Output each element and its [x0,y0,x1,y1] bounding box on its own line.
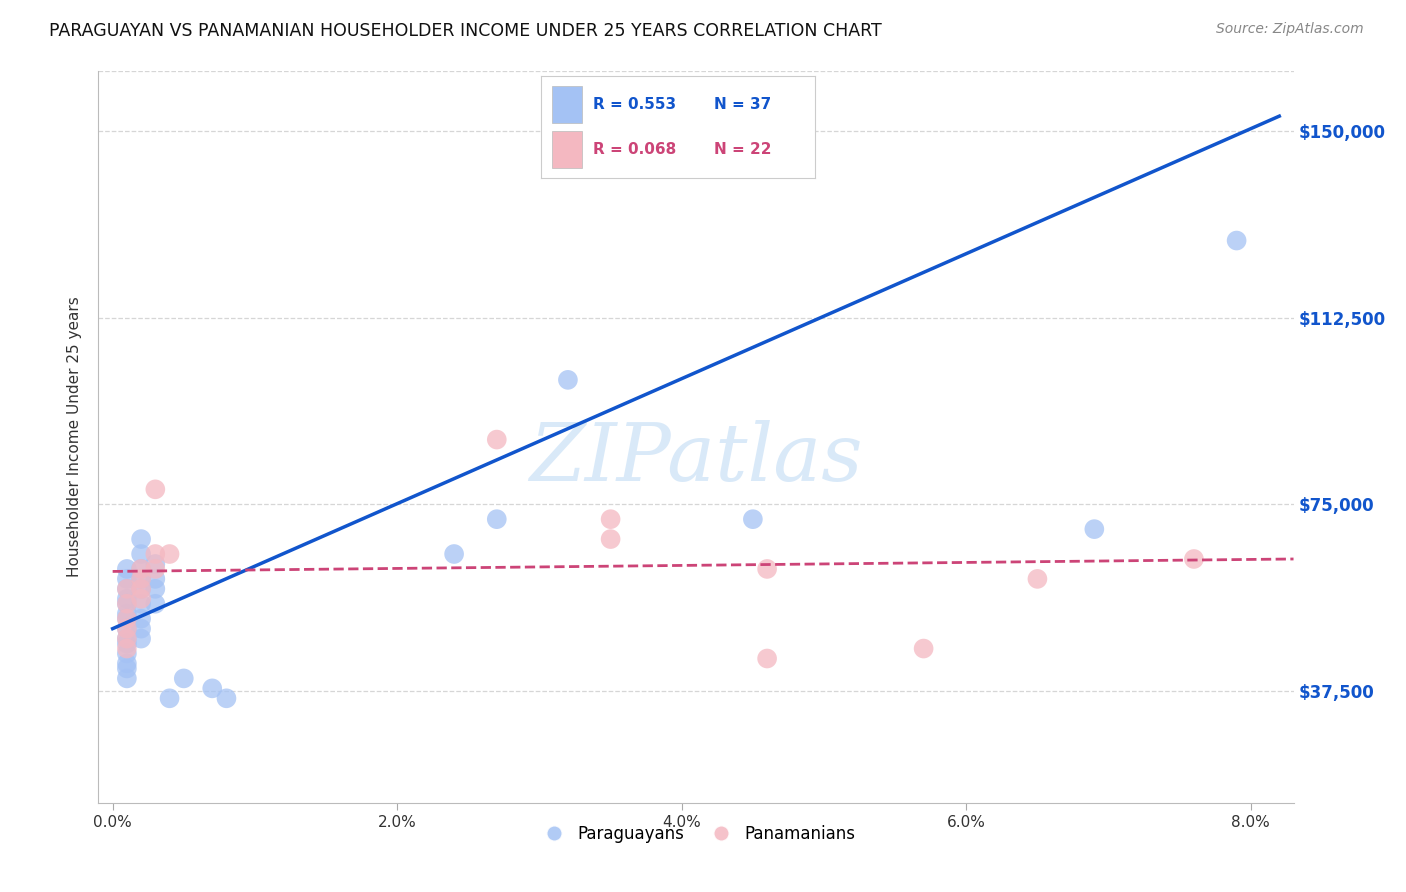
FancyBboxPatch shape [553,131,582,168]
Point [115,672,138,686]
Point [115,582,138,596]
Point [115,657,138,671]
Point [599,532,621,546]
Point [115,632,138,646]
Point [1226,234,1249,248]
Point [129,632,152,646]
Point [129,622,152,636]
Point [143,483,166,497]
Point [173,672,195,686]
Text: ZIPatlas: ZIPatlas [529,420,863,498]
Point [741,512,763,526]
Point [756,562,779,576]
Point [115,661,138,675]
Point [143,582,166,596]
Point [1083,522,1105,536]
Point [115,632,138,646]
Text: PARAGUAYAN VS PANAMANIAN HOUSEHOLDER INCOME UNDER 25 YEARS CORRELATION CHART: PARAGUAYAN VS PANAMANIAN HOUSEHOLDER INC… [49,22,882,40]
Point [115,562,138,576]
Legend: Paraguayans, Panamanians: Paraguayans, Panamanians [530,818,862,849]
Point [115,622,138,636]
Point [143,547,166,561]
Point [129,582,152,596]
Point [115,591,138,606]
Point [756,651,779,665]
Point [115,622,138,636]
Point [129,591,152,606]
Point [215,691,238,706]
Point [129,612,152,626]
Point [443,547,465,561]
Y-axis label: Householder Income Under 25 years: Householder Income Under 25 years [67,297,83,577]
FancyBboxPatch shape [553,87,582,123]
Point [129,562,152,576]
Point [143,562,166,576]
Point [115,572,138,586]
Text: R = 0.068: R = 0.068 [593,142,676,157]
Point [129,572,152,586]
Point [129,572,152,586]
Point [129,562,152,576]
Point [599,512,621,526]
Point [115,582,138,596]
Point [143,597,166,611]
Point [115,636,138,650]
Text: N = 22: N = 22 [714,142,772,157]
Point [1026,572,1049,586]
Point [159,691,181,706]
Point [485,433,508,447]
Point [557,373,579,387]
Point [159,547,181,561]
Point [129,547,152,561]
Point [129,582,152,596]
Point [912,641,935,656]
Point [201,681,224,696]
Point [143,572,166,586]
Point [129,532,152,546]
Text: R = 0.553: R = 0.553 [593,97,676,112]
Point [115,647,138,661]
Text: Source: ZipAtlas.com: Source: ZipAtlas.com [1216,22,1364,37]
Point [115,597,138,611]
Text: N = 37: N = 37 [714,97,772,112]
Point [115,641,138,656]
Point [143,557,166,571]
Point [115,612,138,626]
Point [129,597,152,611]
Point [485,512,508,526]
Point [115,597,138,611]
Point [115,612,138,626]
Point [1182,552,1205,566]
Point [115,607,138,621]
